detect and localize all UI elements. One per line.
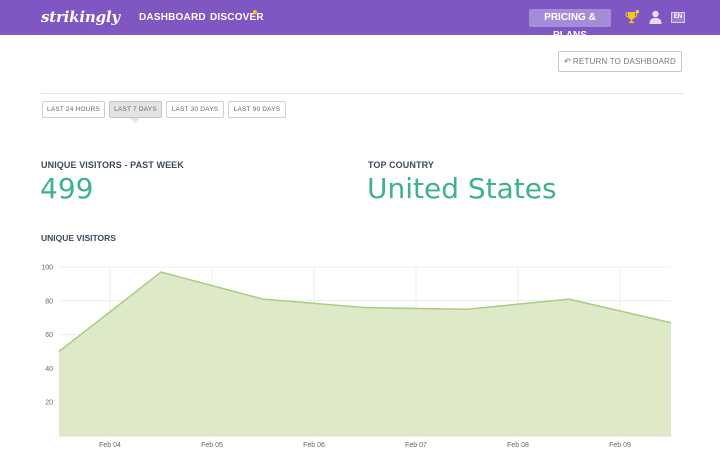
nav-dashboard[interactable]: DASHBOARD: [139, 12, 206, 23]
y-tick-label: 60: [45, 332, 53, 339]
y-tick-label: 40: [45, 366, 53, 373]
header-divider: [41, 93, 684, 94]
discover-notification-dot: [253, 10, 257, 14]
x-tick-label: Feb 06: [303, 442, 325, 449]
range-last-90-days[interactable]: LAST 90 DAYS: [228, 101, 286, 118]
chart-title: UNIQUE VISITORS: [41, 233, 116, 243]
strikingly-logo[interactable]: strikingly: [41, 8, 120, 26]
x-tick-label: Feb 04: [99, 442, 121, 449]
visitors-stat-label: UNIQUE VISITORS - PAST WEEK: [41, 160, 184, 170]
range-last-30-days[interactable]: LAST 30 DAYS: [166, 101, 224, 118]
y-tick-label: 20: [45, 400, 53, 407]
language-selector[interactable]: EN: [671, 12, 685, 23]
x-tick-label: Feb 08: [507, 442, 529, 449]
x-tick-label: Feb 05: [201, 442, 223, 449]
range-last-7-days[interactable]: LAST 7 DAYS: [109, 101, 162, 118]
visitors-stat-value: 499: [40, 172, 94, 205]
top-country-label: TOP COUNTRY: [368, 160, 434, 170]
pricing-plans-button[interactable]: PRICING & PLANS: [529, 9, 611, 41]
active-range-caret: [130, 118, 140, 123]
y-tick-label: 100: [41, 265, 53, 272]
x-tick-label: Feb 09: [609, 442, 631, 449]
trophy-icon[interactable]: [625, 10, 639, 25]
nav-discover[interactable]: DISCOVER: [210, 12, 264, 23]
visitors-area-fill: [59, 272, 671, 436]
top-nav-bar: strikingly DASHBOARD DISCOVER PRICING & …: [0, 0, 720, 41]
y-tick-label: 80: [45, 298, 53, 305]
top-country-value: United States: [367, 172, 557, 205]
return-arrow-icon: ↶: [564, 57, 571, 66]
range-last-24-hours[interactable]: LAST 24 HOURS: [42, 101, 105, 118]
return-button-label: RETURN TO DASHBOARD: [572, 57, 676, 66]
unique-visitors-chart: 20 40 60 80 100 Feb 04 Feb 05 Feb 06 Feb 07 Feb 0…: [41, 265, 672, 449]
return-to-dashboard-button[interactable]: ↶ RETURN TO DASHBOARD: [558, 51, 682, 72]
x-tick-label: Feb 07: [405, 442, 427, 449]
user-profile-icon[interactable]: [649, 10, 662, 24]
